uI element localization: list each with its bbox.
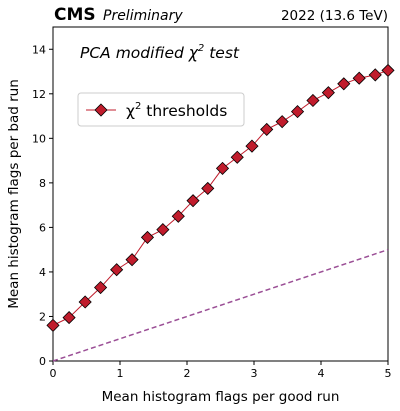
y-tick-label: 12 (32, 88, 46, 101)
legend-marker-icon (94, 103, 108, 117)
threshold-marker (306, 93, 320, 108)
threshold-marker (275, 115, 289, 129)
x-tick-label: 3 (251, 367, 258, 380)
legend: χ2 thresholds (77, 92, 245, 127)
plot-area (52, 26, 389, 362)
series-layer (46, 63, 395, 362)
threshold-marker (230, 150, 244, 164)
threshold-marker (94, 280, 108, 295)
x-tick-label: 4 (318, 367, 325, 380)
y-tick-label: 4 (39, 266, 46, 279)
status-label: Preliminary (103, 8, 183, 24)
y-tick-label: 10 (32, 132, 46, 145)
threshold-marker (290, 105, 305, 119)
x-axis-label: Mean histogram flags per good run (102, 389, 340, 405)
y-tick-label: 8 (39, 177, 46, 190)
annotation-prefix: PCA modified χ (80, 44, 199, 62)
y-tick-label: 2 (39, 310, 46, 323)
threshold-marker (186, 194, 200, 208)
threshold-marker (260, 122, 274, 136)
threshold-marker (171, 209, 185, 223)
x-tick-label: 1 (117, 367, 124, 380)
threshold-marker (78, 295, 92, 309)
y-axis: 0 2 4 6 8 10 12 14 (32, 43, 53, 368)
threshold-marker (321, 86, 335, 100)
threshold-marker (156, 223, 170, 237)
threshold-marker (46, 318, 60, 332)
legend-prefix: χ (126, 102, 135, 120)
threshold-marker (110, 263, 124, 277)
reference-line (52, 248, 389, 362)
threshold-marker (368, 68, 382, 82)
y-tick-label: 14 (32, 43, 46, 56)
threshold-marker (215, 161, 230, 175)
x-tick-label: 2 (184, 367, 191, 380)
threshold-marker (140, 230, 155, 244)
threshold-marker (125, 253, 139, 267)
y-tick-label: 0 (39, 355, 46, 368)
threshold-marker (245, 139, 259, 153)
run-info-label: 2022 (13.6 TeV) (281, 8, 388, 24)
x-tick-label: 0 (50, 367, 57, 380)
threshold-marker (62, 311, 76, 325)
threshold-marker (201, 181, 215, 195)
x-tick-label: 5 (385, 367, 392, 380)
legend-suffix: thresholds (141, 102, 227, 120)
annotation-suffix: test (204, 44, 240, 62)
legend-sup: 2 (135, 101, 141, 112)
threshold-marker (381, 63, 395, 77)
y-axis-label: Mean histogram flags per bad run (6, 79, 22, 309)
x-axis: 0 1 2 3 4 5 (50, 361, 392, 380)
y-tick-label: 6 (39, 221, 46, 234)
experiment-label: CMS (54, 5, 96, 25)
legend-box (77, 92, 245, 127)
threshold-marker (337, 77, 351, 91)
chart-annotation: PCA modified χ2 test (80, 43, 240, 62)
annotation-sup: 2 (198, 43, 204, 54)
threshold-marker (352, 71, 366, 85)
legend-label: χ2 thresholds (126, 101, 227, 120)
